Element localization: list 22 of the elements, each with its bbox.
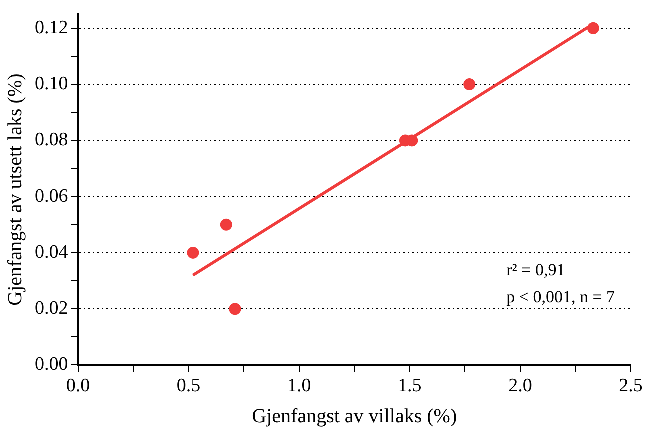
y-tick-label: 0.00 <box>35 354 68 376</box>
x-tick-label: 0.5 <box>176 376 201 397</box>
point <box>229 303 242 316</box>
x-tick-label: 2.5 <box>619 376 643 397</box>
annotation: p < 0,001, n = 7 <box>506 288 616 307</box>
y-tick-label: 0.10 <box>35 74 68 95</box>
y-tick-label: 0.12 <box>35 17 68 38</box>
y-axis-title: Gjenfangst av utsett laks (%) <box>4 74 26 306</box>
point <box>187 246 200 259</box>
x-tick-label: 1.5 <box>398 376 422 397</box>
point <box>220 218 232 231</box>
annotation: r² = 0,91 <box>506 260 566 280</box>
x-tick-label: 0.0 <box>66 376 90 397</box>
x-tick-label: 1.0 <box>287 376 312 397</box>
x-axis-title: Gjenfangst av villaks (%) <box>252 405 458 428</box>
x-tick-label: 2.0 <box>508 376 532 397</box>
y-tick-label: 0.04 <box>35 242 69 263</box>
y-tick-label: 0.02 <box>35 298 68 320</box>
y-tick-label: 0.08 <box>35 130 68 151</box>
y-tick-label: 0.06 <box>35 186 68 207</box>
point <box>587 22 600 34</box>
point <box>464 78 476 91</box>
